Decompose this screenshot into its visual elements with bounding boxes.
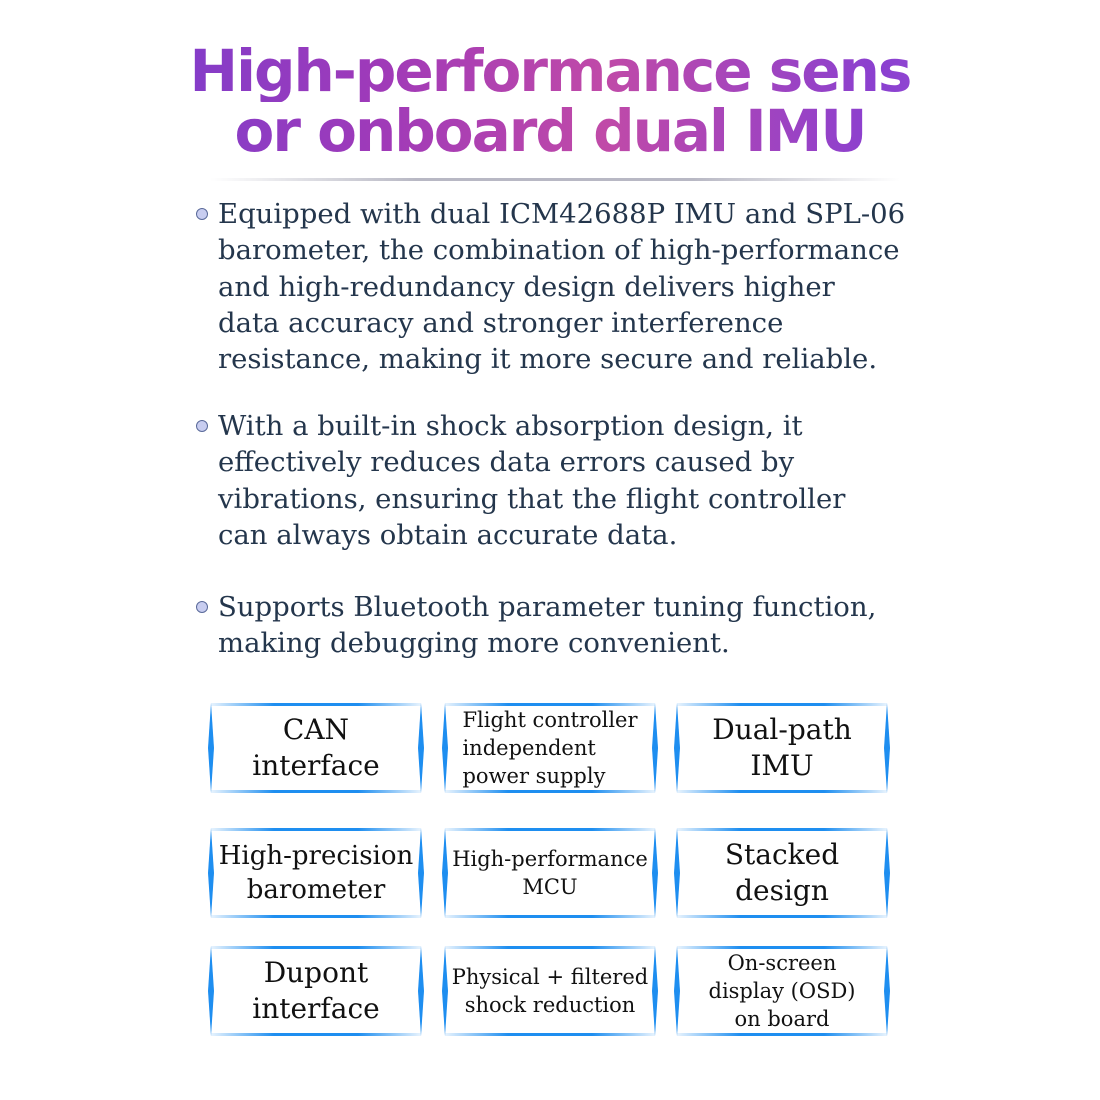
text-line: can always obtain accurate data. (218, 518, 678, 551)
bullet-icon (196, 420, 208, 432)
feature-label: IMU (750, 749, 814, 782)
feature-label: interface (252, 749, 380, 782)
feature-label: On-screen (727, 951, 837, 975)
feature-dupont-interface: Dupont interface (208, 946, 424, 1036)
feature-label: MCU (522, 875, 578, 899)
feature-label: power supply (462, 764, 606, 788)
text-line: data accuracy and stronger interference (218, 306, 784, 339)
feature-label: interface (252, 992, 380, 1025)
text-line: effectively reduces data errors caused b… (218, 446, 795, 479)
bullet-paragraph-2: With a built-in shock absorption design,… (196, 408, 918, 553)
text-line: and high-redundancy design delivers high… (218, 270, 835, 303)
feature-label: High-performance (452, 847, 648, 871)
text-line: barometer, the combination of high-perfo… (218, 234, 900, 267)
bullet-paragraph-3: Supports Bluetooth parameter tuning func… (196, 589, 918, 662)
feature-label: on board (734, 1007, 830, 1031)
feature-can-interface: CAN interface (208, 703, 424, 793)
headline-line-1: High-performance sens (0, 40, 1100, 102)
feature-barometer: High-precision barometer (208, 828, 424, 918)
feature-label: shock reduction (464, 993, 636, 1017)
feature-osd: On-screen display (OSD) on board (674, 946, 890, 1036)
bullet-paragraph-1: Equipped with dual ICM42688P IMU and SPL… (196, 196, 918, 377)
divider (210, 178, 900, 181)
feature-label: Dual-path (712, 713, 852, 746)
text-line: Equipped with dual ICM42688P IMU and SPL… (218, 198, 906, 230)
feature-label: design (735, 874, 829, 907)
feature-label: Stacked (724, 838, 840, 871)
feature-mcu: High-performance MCU (442, 828, 658, 918)
feature-label: display (OSD) (708, 979, 856, 1003)
headline-line-2: or onboard dual IMU (0, 100, 1100, 162)
feature-power-supply: Flight controller independent power supply (442, 703, 658, 793)
text-line: resistance, making it more secure and re… (218, 343, 878, 376)
text-line: With a built-in shock absorption design,… (218, 410, 803, 442)
feature-label: Flight controller (462, 708, 638, 732)
feature-label: Physical + filtered (451, 965, 649, 989)
text-line: making debugging more convenient. (218, 627, 730, 660)
feature-shock-reduction: Physical + filtered shock reduction (442, 946, 658, 1036)
text-line: Supports Bluetooth parameter tuning func… (218, 591, 877, 623)
text-line: vibrations, ensuring that the flight con… (218, 482, 846, 515)
feature-label: Dupont (263, 956, 369, 989)
feature-label: barometer (246, 875, 386, 905)
feature-label: CAN (282, 713, 350, 746)
feature-dual-imu: Dual-path IMU (674, 703, 890, 793)
feature-label: independent (462, 736, 596, 760)
bullet-icon (196, 208, 208, 220)
feature-label: High-precision (218, 841, 414, 871)
bullet-icon (196, 601, 208, 613)
feature-stacked-design: Stacked design (674, 828, 890, 918)
